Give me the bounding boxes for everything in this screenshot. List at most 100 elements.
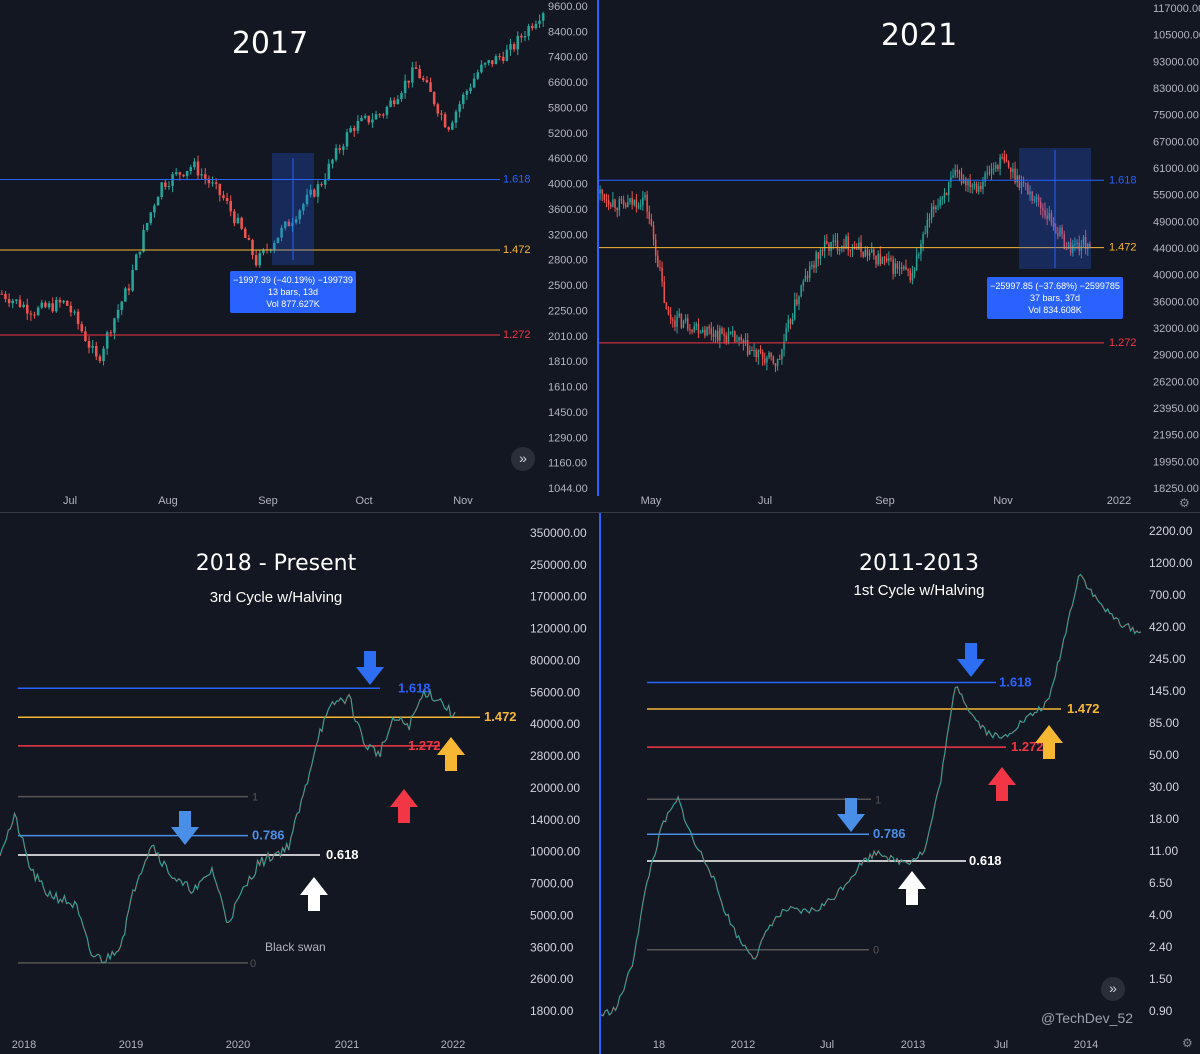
candle-body <box>429 82 432 92</box>
candle-body <box>980 185 982 190</box>
candle-body <box>1054 226 1057 234</box>
scroll-to-realtime-button[interactable]: » <box>511 447 535 471</box>
x-tick-label: 18 <box>653 1039 665 1051</box>
candle-body <box>599 189 601 194</box>
candle-body <box>185 171 189 177</box>
candle-body <box>1080 245 1083 251</box>
candle-body <box>1046 215 1048 219</box>
candle-body <box>1005 161 1008 163</box>
chart-subtitle: 3rd Cycle w/Halving <box>209 589 343 606</box>
candle-body <box>345 132 349 147</box>
candle-body <box>755 350 757 358</box>
settings-gear-icon[interactable]: ⚙ <box>1182 1036 1193 1050</box>
y-tick-label: 1.50 <box>1149 972 1173 986</box>
fib-label: 1.272 <box>503 329 531 341</box>
candle-body <box>389 100 392 107</box>
candle-body <box>451 122 454 130</box>
candle-body <box>999 156 1001 169</box>
y-tick-label: 40000.00 <box>530 717 580 731</box>
candle-body <box>483 62 487 65</box>
candle-body <box>1042 208 1044 210</box>
y-tick-label: 44000.00 <box>1153 243 1199 255</box>
candle-body <box>933 206 935 210</box>
candle-body <box>744 339 747 344</box>
candle-body <box>639 205 642 207</box>
candle-body <box>116 309 120 319</box>
y-tick-label: 1810.00 <box>548 356 588 368</box>
x-tick-label: Jul <box>63 495 77 507</box>
candle-body <box>965 178 967 186</box>
candle-body <box>796 299 798 305</box>
candle-body <box>338 148 341 150</box>
candle-body <box>909 270 911 281</box>
candle-body <box>1020 182 1023 188</box>
candle-body <box>251 239 254 256</box>
fib-label: 1.618 <box>503 173 531 185</box>
y-tick-label: 83000.00 <box>1153 83 1199 95</box>
candle-body <box>945 193 948 196</box>
candle-body <box>928 218 931 220</box>
candle-body <box>1089 243 1091 247</box>
candle-body <box>826 241 828 244</box>
candle-body <box>138 251 142 255</box>
candle-body <box>1027 184 1029 195</box>
candle-body <box>1076 242 1078 244</box>
candle-body <box>149 212 153 224</box>
candle-body <box>701 329 704 333</box>
candle-body <box>400 93 403 100</box>
measure-bars: 37 bars, 37d <box>1029 293 1081 303</box>
candle-body <box>541 13 545 21</box>
candle-body <box>1044 209 1046 216</box>
candle-body <box>105 332 109 349</box>
fib-label: 1 <box>252 792 258 804</box>
candle-body <box>738 337 740 341</box>
y-tick-label: 170000.00 <box>530 590 587 604</box>
candle-body <box>436 104 440 114</box>
candle-body <box>776 358 779 367</box>
candle-body <box>603 194 606 200</box>
candle-body <box>73 311 76 313</box>
candle-body <box>680 313 683 328</box>
candle-body <box>614 199 616 208</box>
fib-label: 1.472 <box>1067 701 1100 716</box>
candle-body <box>403 80 407 94</box>
candle-body <box>774 363 777 367</box>
candle-body <box>516 35 520 50</box>
fib-label: 0.786 <box>873 826 906 841</box>
candle-body <box>984 173 986 182</box>
candle-body <box>1059 227 1061 236</box>
candle-body <box>687 318 689 329</box>
candle-body <box>973 183 976 186</box>
candle-body <box>930 206 933 219</box>
candle-body <box>721 328 723 335</box>
y-tick-label: 7400.00 <box>548 52 588 64</box>
candle-body <box>127 288 131 291</box>
candle-body <box>320 184 323 186</box>
candle-body <box>171 174 174 187</box>
settings-gear-icon[interactable]: ⚙ <box>1179 496 1190 510</box>
candle-body <box>25 304 29 314</box>
candle-body <box>225 197 229 201</box>
candle-body <box>843 245 845 249</box>
measure-change: −25997.85 (−37.68%) −2599785 <box>990 281 1120 291</box>
candle-body <box>523 36 527 38</box>
candle-body <box>714 331 717 338</box>
candle-body <box>956 170 959 172</box>
x-tick-label: 2022 <box>441 1039 465 1051</box>
red-up-arrow-icon <box>390 789 418 823</box>
candle-body <box>200 174 203 176</box>
candle-body <box>58 299 62 303</box>
scroll-to-realtime-button[interactable]: » <box>1101 977 1125 1001</box>
y-tick-label: 30.00 <box>1149 780 1179 794</box>
candle-body <box>156 196 160 206</box>
candle-body <box>258 253 262 266</box>
candle-body <box>907 269 909 271</box>
y-tick-label: 26200.00 <box>1153 376 1199 388</box>
candle-body <box>995 165 997 169</box>
candle-body <box>635 199 638 208</box>
y-tick-label: 2.40 <box>1149 940 1173 954</box>
candle-body <box>1039 201 1042 209</box>
y-tick-label: 2800.00 <box>548 255 588 267</box>
y-tick-label: 21950.00 <box>1153 430 1199 442</box>
candle-body <box>935 206 937 210</box>
